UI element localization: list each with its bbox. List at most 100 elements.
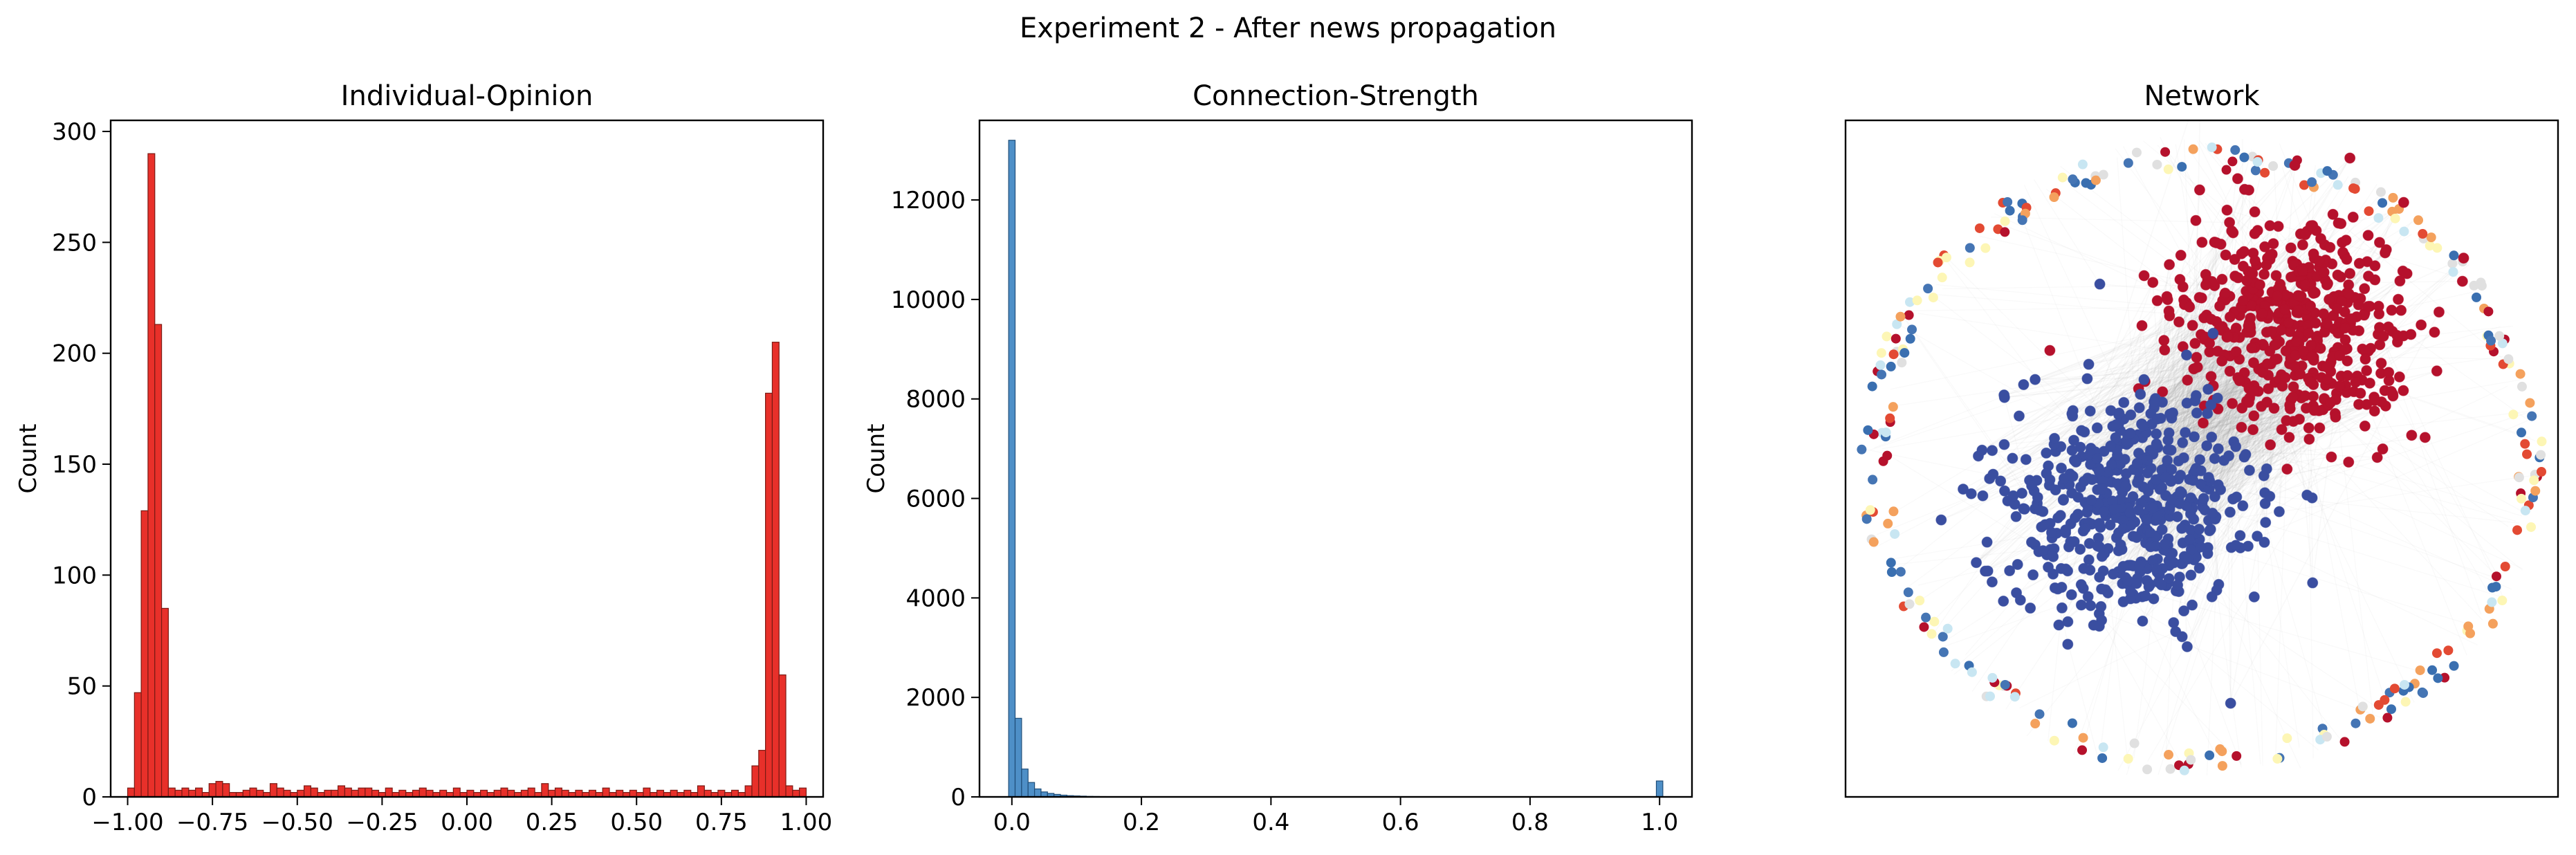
network-node: [2330, 411, 2342, 423]
network-edge: [2201, 297, 2327, 735]
histogram-bar: [242, 789, 250, 798]
network-node: [2113, 545, 2124, 557]
network-edge: [2147, 495, 2308, 762]
network-edge: [2090, 605, 2242, 764]
histogram-bar: [208, 783, 217, 798]
network-node: [1998, 389, 2010, 401]
network-node: [2227, 398, 2238, 410]
network-node: [1926, 629, 1937, 639]
histogram-bar: [412, 789, 420, 798]
network-node: [2067, 470, 2079, 482]
network-node: [2344, 152, 2356, 164]
network-node: [2427, 665, 2438, 675]
network-edge: [2042, 325, 2249, 513]
network-node: [2057, 172, 2068, 183]
network-edge: [2126, 306, 2191, 435]
network-node: [1868, 475, 1878, 485]
network-edge: [2105, 351, 2271, 591]
network-node: [2049, 432, 2061, 444]
network-node: [2281, 463, 2293, 475]
histogram-bar: [127, 787, 135, 798]
network-node: [2198, 493, 2209, 504]
network-edge: [2081, 605, 2386, 720]
network-node: [2288, 416, 2299, 428]
network-node: [2347, 211, 2359, 223]
network-edge: [2193, 472, 2501, 580]
network-node: [2359, 420, 2371, 432]
network-node: [2313, 255, 2325, 267]
network-node: [2305, 300, 2317, 312]
histogram-bar: [324, 789, 332, 798]
network-node: [1886, 361, 1896, 371]
network-node: [2332, 269, 2344, 281]
y-tick-label: 300: [52, 118, 97, 146]
network-node: [2324, 293, 2335, 305]
network-node: [2000, 216, 2010, 226]
histogram-bar: [358, 787, 366, 798]
network-plot: [1857, 120, 2547, 776]
network-node: [2092, 540, 2104, 552]
network-node: [2182, 374, 2193, 386]
network-node: [2027, 569, 2039, 581]
network-node: [2382, 321, 2394, 333]
network-node: [2151, 295, 2163, 306]
network-node: [2068, 174, 2078, 185]
network-node: [2093, 466, 2105, 477]
network-node: [2005, 205, 2015, 216]
network-edge: [2152, 282, 2166, 478]
network-node: [2303, 422, 2315, 434]
network-node: [2178, 605, 2190, 617]
network-node: [2303, 433, 2315, 445]
network-node: [1965, 257, 1975, 268]
network-node: [2405, 329, 2417, 340]
network-node: [2096, 551, 2108, 562]
network-node: [2141, 514, 2153, 526]
network-node: [2350, 718, 2361, 728]
network-node: [2041, 447, 2052, 459]
network-node: [2174, 274, 2186, 286]
network-node: [2305, 220, 2317, 232]
network-node: [2133, 402, 2145, 414]
network-node: [2200, 279, 2211, 291]
network-node: [2364, 206, 2374, 217]
network-edge: [1994, 213, 2275, 346]
network-node: [1921, 612, 1931, 623]
network-node: [2321, 731, 2332, 742]
network-node: [2237, 500, 2249, 512]
network-node: [2151, 413, 2163, 425]
figure-suptitle: Experiment 2 - After news propagation: [1020, 12, 1556, 44]
network-node: [2377, 198, 2388, 208]
network-node: [2147, 502, 2159, 514]
network-node: [2279, 304, 2290, 315]
network-node: [2173, 455, 2184, 467]
network-node: [2076, 425, 2088, 436]
network-node: [2236, 421, 2247, 433]
network-node: [2066, 408, 2078, 420]
network-edge: [1917, 533, 2142, 586]
x-tick-label: 0.00: [441, 809, 493, 836]
histogram-bar: [771, 342, 780, 798]
network-node: [2413, 215, 2424, 226]
histogram-bar: [338, 785, 346, 798]
network-node: [2067, 718, 2077, 728]
network-node: [2297, 265, 2308, 277]
x-tick-label: 0.2: [1123, 809, 1160, 836]
network-node: [2189, 338, 2201, 349]
network-node: [1958, 484, 1969, 495]
histogram-bar: [670, 789, 678, 798]
network-scatter-panel: Network: [1844, 80, 2559, 798]
histogram-bar: [188, 789, 196, 798]
network-node: [2011, 587, 2023, 598]
network-node: [2322, 166, 2333, 176]
network-node: [2163, 427, 2175, 439]
network-node: [2263, 383, 2274, 394]
x-tick-label: −0.75: [176, 809, 248, 836]
x-tick-label: 0.8: [1511, 809, 1549, 836]
network-node: [2179, 765, 2189, 775]
network-node: [2400, 679, 2410, 690]
network-edge: [2187, 299, 2399, 560]
network-node: [2339, 737, 2350, 747]
histogram-bar: [1027, 782, 1036, 798]
network-node: [2168, 617, 2180, 629]
